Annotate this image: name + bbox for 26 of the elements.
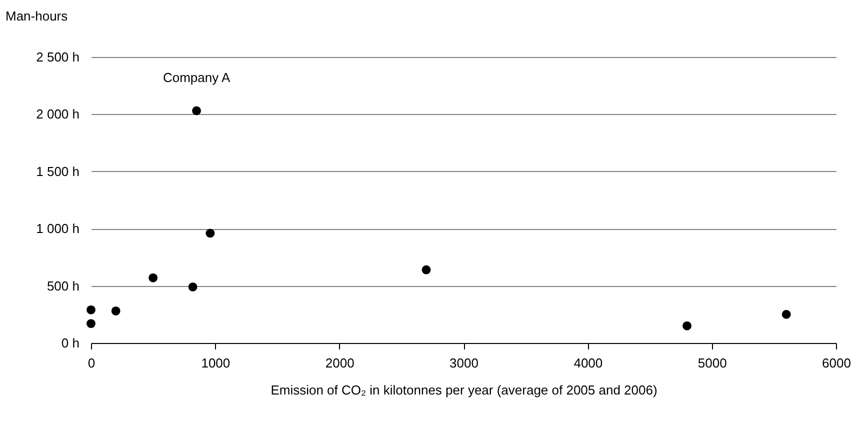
point <box>86 319 96 328</box>
x-axis-title: Emission of CO₂ in kilotonnes per year (average of 2005 and 2006) <box>270 382 658 398</box>
point <box>111 306 120 316</box>
point <box>148 273 158 282</box>
x-tick-label: 2000 <box>325 356 354 370</box>
point <box>422 265 431 274</box>
annotation: Company A <box>162 70 230 85</box>
point <box>192 106 202 116</box>
y-tick-label: 1 000 h <box>36 221 80 236</box>
point <box>782 310 791 319</box>
y-tick-label: 2 500 h <box>36 50 80 64</box>
point <box>86 305 96 314</box>
x-tick-label: 0 <box>88 356 96 370</box>
x-tick-label: 1000 <box>201 356 230 370</box>
y-axis-title: Man-hours <box>6 8 68 24</box>
point <box>682 321 692 330</box>
x-tick-label: 6000 <box>822 356 851 370</box>
y-tick-label: 1 500 h <box>36 164 80 179</box>
y-tick-label: 2 000 h <box>36 106 80 122</box>
point <box>188 282 198 292</box>
x-tick-label: 4000 <box>574 356 603 370</box>
y-tick-label: 500 h <box>46 278 80 294</box>
point <box>206 228 215 238</box>
x-tick-label: 5000 <box>698 356 727 370</box>
y-tick-label: 0 h <box>61 336 80 350</box>
x-tick-label: 3000 <box>450 356 478 370</box>
